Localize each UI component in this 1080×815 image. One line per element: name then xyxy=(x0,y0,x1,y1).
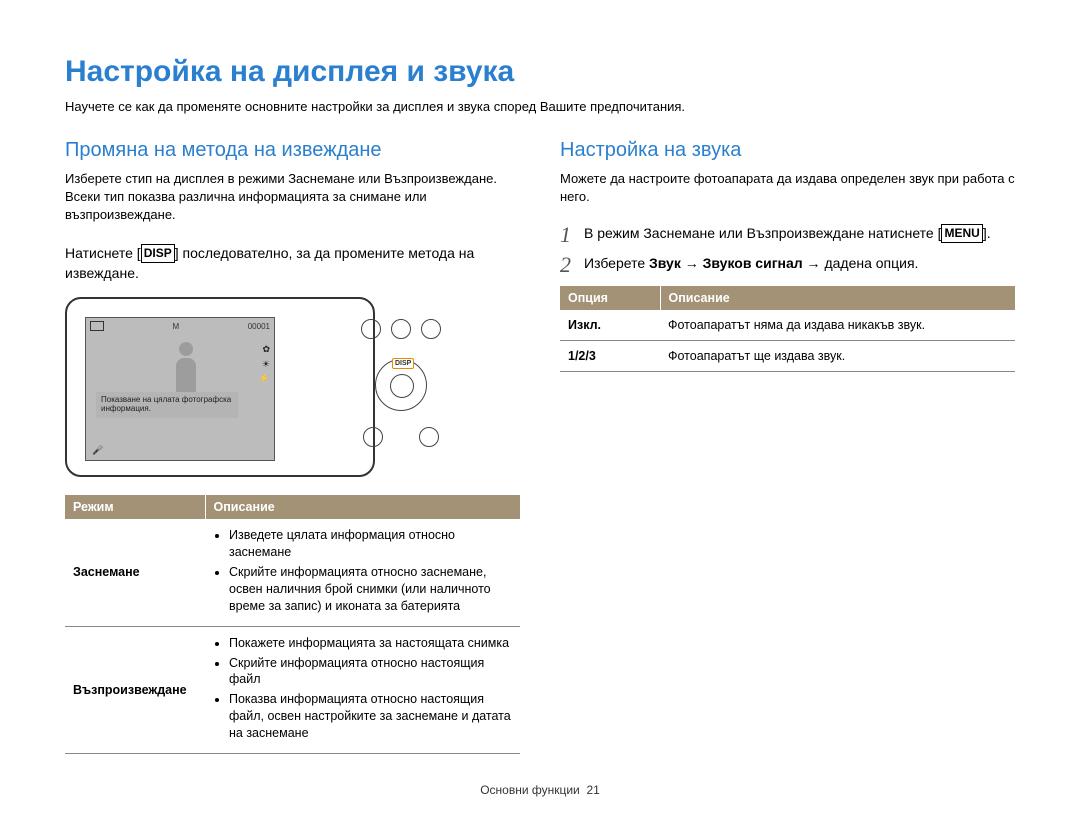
dpad-ring: DISP xyxy=(375,359,427,411)
ctrl-btn-3 xyxy=(421,319,441,339)
silhouette-head xyxy=(179,342,193,356)
opt-desc: Фотоапаратът ще издава звук. xyxy=(660,341,1015,372)
left-heading: Промяна на метода на извеждане xyxy=(65,139,520,162)
mode-cell: Възпроизвеждане xyxy=(65,626,205,753)
camera-topbar: M 00001 xyxy=(86,318,274,334)
step1-pre: В режим Заснемане или Възпроизвеждане на… xyxy=(584,225,941,241)
th-option: Опция xyxy=(560,286,660,310)
list-item: Покажете информацията за настоящата сним… xyxy=(229,635,512,652)
footer-section: Основни функции xyxy=(480,783,580,797)
table-row: Заснемане Изведете цялата информация отн… xyxy=(65,519,520,626)
th-desc2: Описание xyxy=(660,286,1015,310)
left-column: Промяна на метода на извеждане Изберете … xyxy=(65,139,520,754)
step2-tail: дадена опция. xyxy=(824,255,918,271)
table-row: Изкл. Фотоапаратът няма да издава никакъ… xyxy=(560,310,1015,341)
ctrl-btn-2 xyxy=(391,319,411,339)
left-intro: Изберете стип на дисплея в режими Заснем… xyxy=(65,170,520,225)
step-body: Изберете Звук → Звуков сигнал → дадена о… xyxy=(584,254,918,276)
page-title: Настройка на дисплея и звука xyxy=(65,55,1015,89)
camera-mode-icon xyxy=(90,321,104,331)
screen-side-icons: ✿☀⚡ xyxy=(259,342,270,385)
top-counter: 00001 xyxy=(248,322,270,331)
right-heading: Настройка на звука xyxy=(560,139,1015,162)
top-m: M xyxy=(173,322,180,331)
mic-icon: 🎤 xyxy=(92,445,103,456)
option-table: Опция Описание Изкл. Фотоапаратът няма д… xyxy=(560,286,1015,372)
list-item: Скрийте информацията относно настоящия ф… xyxy=(229,655,512,689)
dpad-disp-label: DISP xyxy=(392,358,414,369)
left-instruction: Натиснете [DISP] последователно, за да п… xyxy=(65,243,520,284)
table-row: Възпроизвеждане Покажете информацията за… xyxy=(65,626,520,753)
dpad-center xyxy=(390,374,414,398)
camera-tooltip: Показване на цялата фотографска информац… xyxy=(96,392,238,418)
ctrl-btn-4 xyxy=(363,427,383,447)
th-mode: Режим xyxy=(65,495,205,519)
step-num: 2 xyxy=(560,254,584,276)
desc-cell: Покажете информацията за настоящата сним… xyxy=(205,626,520,753)
page-footer: Основни функции 21 xyxy=(0,783,1080,797)
opt-desc: Фотоапаратът няма да издава никакъв звук… xyxy=(660,310,1015,341)
step2-b1: Звук xyxy=(649,255,681,271)
camera-screen: M 00001 Показване на цялата фотографска … xyxy=(85,317,275,461)
opt-cell: Изкл. xyxy=(560,310,660,341)
desc-cell: Изведете цялата информация относно засне… xyxy=(205,519,520,626)
ctrl-btn-1 xyxy=(361,319,381,339)
instr-pre: Натиснете [ xyxy=(65,245,141,261)
step1-post: ]. xyxy=(983,225,991,241)
page-subtitle: Научете се как да променяте основните на… xyxy=(65,99,1015,114)
footer-page-no: 21 xyxy=(586,783,599,797)
right-column: Настройка на звука Можете да настроите ф… xyxy=(560,139,1015,754)
th-desc: Описание xyxy=(205,495,520,519)
menu-key: MENU xyxy=(941,224,982,243)
step-num: 1 xyxy=(560,224,584,246)
step-1: 1 В режим Заснемане или Възпроизвеждане … xyxy=(560,224,1015,246)
step2-b2: Звуков сигнал xyxy=(703,255,803,271)
step-2: 2 Изберете Звук → Звуков сигнал → дадена… xyxy=(560,254,1015,276)
camera-illustration: M 00001 Показване на цялата фотографска … xyxy=(65,297,375,477)
mode-table: Режим Описание Заснемане Изведете цялата… xyxy=(65,495,520,754)
mode-cell: Заснемане xyxy=(65,519,205,626)
table-row: 1/2/3 Фотоапаратът ще издава звук. xyxy=(560,341,1015,372)
list-item: Скрийте информацията относно заснемане, … xyxy=(229,564,512,615)
opt-cell: 1/2/3 xyxy=(560,341,660,372)
ctrl-btn-5 xyxy=(419,427,439,447)
list-item: Показва информацията относно настоящия ф… xyxy=(229,691,512,742)
list-item: Изведете цялата информация относно засне… xyxy=(229,527,512,561)
disp-key: DISP xyxy=(141,244,175,263)
step2-pre: Изберете xyxy=(584,255,649,271)
arrow-icon: → xyxy=(803,255,825,271)
step-body: В режим Заснемане или Възпроизвеждане на… xyxy=(584,224,991,246)
arrow-icon: → xyxy=(681,255,703,271)
right-intro: Можете да настроите фотоапарата да издав… xyxy=(560,170,1015,206)
person-silhouette xyxy=(166,342,206,432)
